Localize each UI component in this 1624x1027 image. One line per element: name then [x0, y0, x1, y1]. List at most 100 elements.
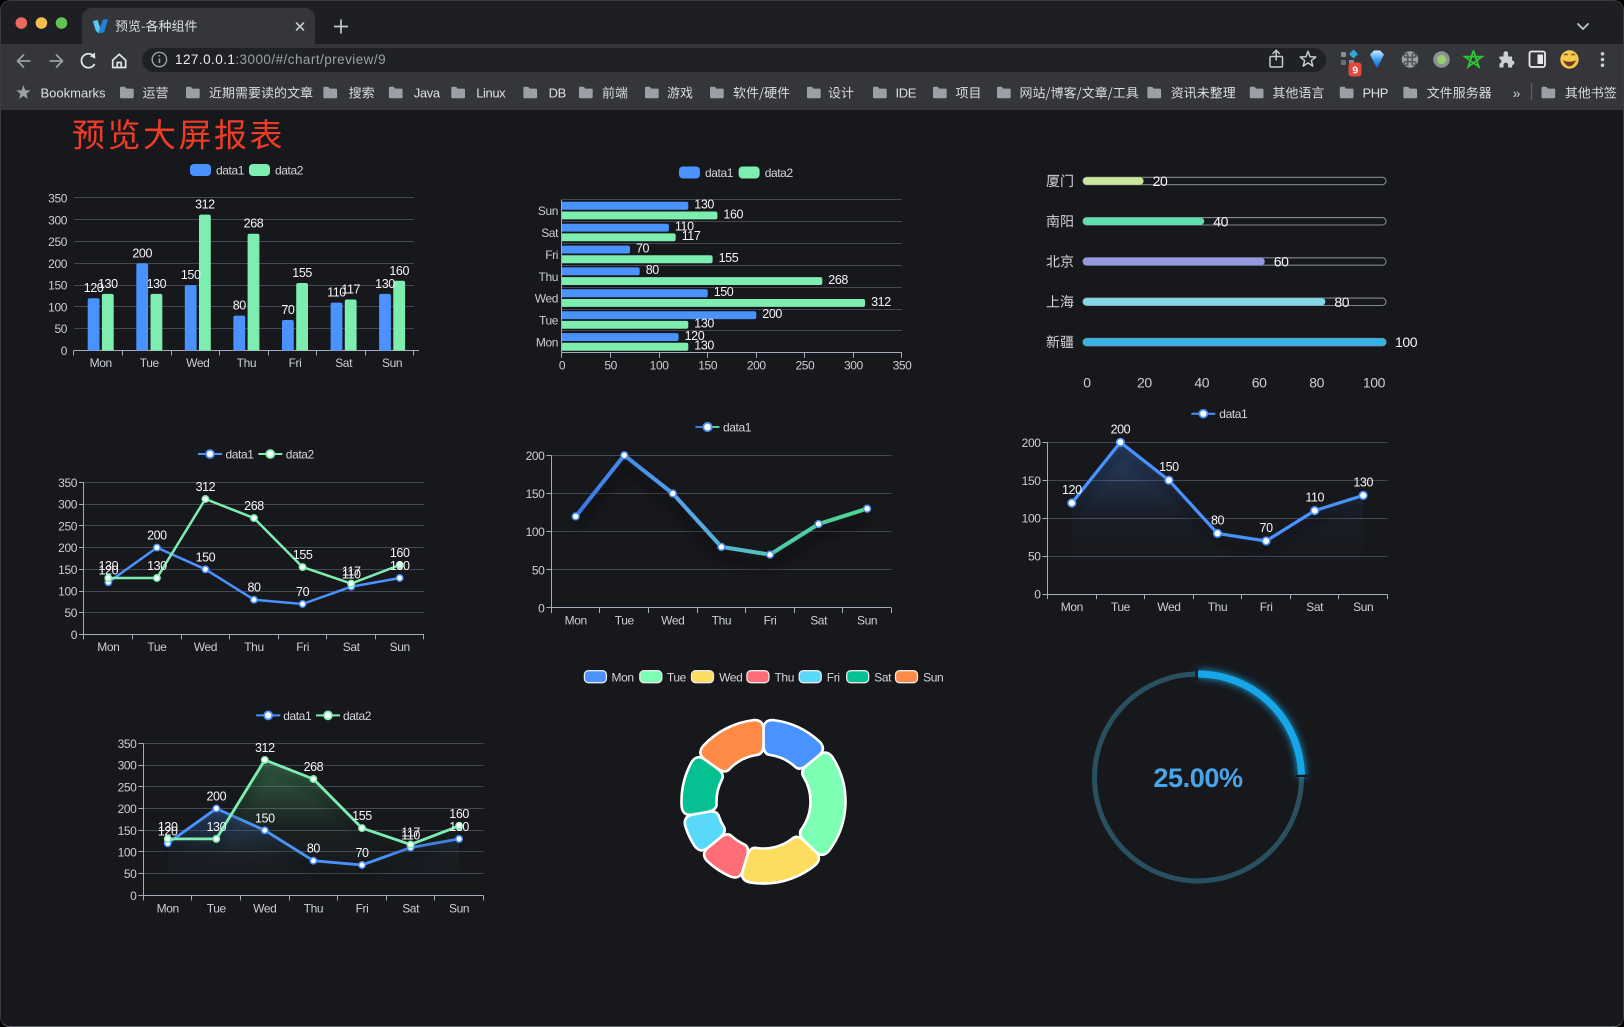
svg-text:120: 120 — [84, 281, 104, 295]
svg-text:Sun: Sun — [1353, 600, 1373, 614]
svg-text:Sat: Sat — [874, 671, 892, 685]
svg-text:50: 50 — [64, 606, 77, 620]
svg-text:150: 150 — [255, 811, 275, 825]
svg-text:150: 150 — [196, 550, 216, 564]
svg-text:Fri: Fri — [545, 248, 558, 262]
svg-text:Thu: Thu — [712, 614, 731, 628]
svg-text:Wed: Wed — [719, 671, 742, 685]
svg-text:150: 150 — [58, 563, 78, 577]
svg-text:250: 250 — [795, 359, 815, 373]
svg-text:Fri: Fri — [764, 614, 777, 628]
svg-text:300: 300 — [58, 498, 78, 512]
svg-text:Thu: Thu — [539, 270, 558, 284]
svg-text:150: 150 — [1022, 474, 1042, 488]
svg-text:Thu: Thu — [304, 902, 323, 916]
svg-text:Mon: Mon — [97, 640, 119, 654]
svg-text:50: 50 — [124, 867, 137, 881]
svg-text:data2: data2 — [275, 164, 304, 178]
svg-text:80: 80 — [646, 263, 660, 277]
svg-text:0: 0 — [538, 602, 545, 616]
svg-text:250: 250 — [58, 519, 78, 533]
svg-text:160: 160 — [389, 264, 409, 278]
svg-text:268: 268 — [244, 217, 264, 231]
svg-text:268: 268 — [828, 273, 848, 287]
svg-text:Wed: Wed — [535, 292, 558, 306]
svg-text:Sat: Sat — [541, 226, 559, 240]
svg-text:data2: data2 — [343, 709, 372, 723]
svg-text:350: 350 — [58, 476, 78, 490]
svg-text:Sat: Sat — [810, 614, 828, 628]
svg-text:Fri: Fri — [827, 671, 840, 685]
svg-text:0: 0 — [1034, 588, 1041, 602]
svg-text:20: 20 — [1137, 375, 1152, 391]
svg-text:120: 120 — [685, 329, 705, 343]
svg-text:80: 80 — [247, 581, 261, 595]
svg-text:20: 20 — [1153, 173, 1168, 189]
svg-text:150: 150 — [1159, 460, 1179, 474]
svg-text:100: 100 — [526, 525, 546, 539]
svg-text:200: 200 — [132, 246, 152, 260]
svg-text:60: 60 — [1274, 254, 1289, 270]
svg-text:Fri: Fri — [289, 356, 302, 370]
svg-text:70: 70 — [1260, 521, 1274, 535]
svg-text:130: 130 — [98, 559, 118, 573]
svg-text:312: 312 — [195, 198, 215, 212]
svg-text:200: 200 — [48, 257, 68, 271]
svg-text:155: 155 — [293, 548, 313, 562]
svg-text:100: 100 — [48, 300, 68, 314]
svg-text:Sun: Sun — [449, 902, 469, 916]
svg-text:80: 80 — [1309, 375, 1324, 391]
svg-text:Tue: Tue — [1111, 600, 1131, 614]
svg-text:160: 160 — [723, 207, 743, 221]
svg-text:130: 130 — [449, 820, 469, 834]
svg-text:150: 150 — [48, 279, 68, 293]
svg-text:Tue: Tue — [147, 640, 167, 654]
svg-text:data2: data2 — [286, 448, 315, 462]
svg-text:312: 312 — [196, 480, 216, 494]
svg-text:Sun: Sun — [538, 204, 558, 218]
svg-text:155: 155 — [719, 251, 739, 265]
svg-text:160: 160 — [449, 807, 469, 821]
svg-text:Fri: Fri — [296, 640, 309, 654]
svg-text:Thu: Thu — [1208, 600, 1227, 614]
svg-text:80: 80 — [1211, 513, 1225, 527]
svg-text:0: 0 — [1083, 375, 1091, 391]
svg-text:data1: data1 — [226, 448, 255, 462]
svg-text:data2: data2 — [765, 166, 794, 180]
svg-text:100: 100 — [1363, 375, 1386, 391]
svg-text:data1: data1 — [723, 421, 752, 435]
svg-text:268: 268 — [244, 499, 264, 513]
svg-text:0: 0 — [61, 344, 68, 358]
svg-text:120: 120 — [98, 563, 118, 577]
svg-text:130: 130 — [694, 317, 714, 331]
svg-text:110: 110 — [327, 286, 346, 300]
svg-text:Fri: Fri — [356, 902, 369, 916]
svg-text:350: 350 — [48, 192, 68, 206]
svg-text:50: 50 — [532, 563, 545, 577]
svg-text:130: 130 — [147, 559, 167, 573]
svg-text:data1: data1 — [283, 709, 312, 723]
svg-text:150: 150 — [526, 487, 546, 501]
svg-text:117: 117 — [401, 826, 420, 840]
svg-text:Tue: Tue — [667, 671, 687, 685]
svg-text:312: 312 — [255, 741, 275, 755]
svg-text:268: 268 — [304, 760, 324, 774]
svg-text:Sat: Sat — [1306, 600, 1324, 614]
svg-text:250: 250 — [118, 780, 138, 794]
svg-text:130: 130 — [694, 339, 714, 353]
svg-text:PHP: PHP — [1363, 86, 1389, 101]
svg-text:Wed: Wed — [661, 614, 684, 628]
svg-text:40: 40 — [1213, 213, 1228, 229]
svg-text:Thu: Thu — [237, 356, 256, 370]
svg-text:70: 70 — [296, 585, 310, 599]
svg-text:25.00%: 25.00% — [1153, 763, 1243, 793]
svg-text:data1: data1 — [216, 164, 245, 178]
svg-text:50: 50 — [54, 322, 67, 336]
svg-text:Wed: Wed — [186, 356, 209, 370]
svg-text:0: 0 — [559, 359, 566, 373]
svg-text:Mon: Mon — [612, 671, 634, 685]
svg-text:160: 160 — [390, 546, 410, 560]
svg-text:Sun: Sun — [390, 640, 410, 654]
svg-text:130: 130 — [390, 559, 410, 573]
svg-text:Sun: Sun — [857, 614, 877, 628]
